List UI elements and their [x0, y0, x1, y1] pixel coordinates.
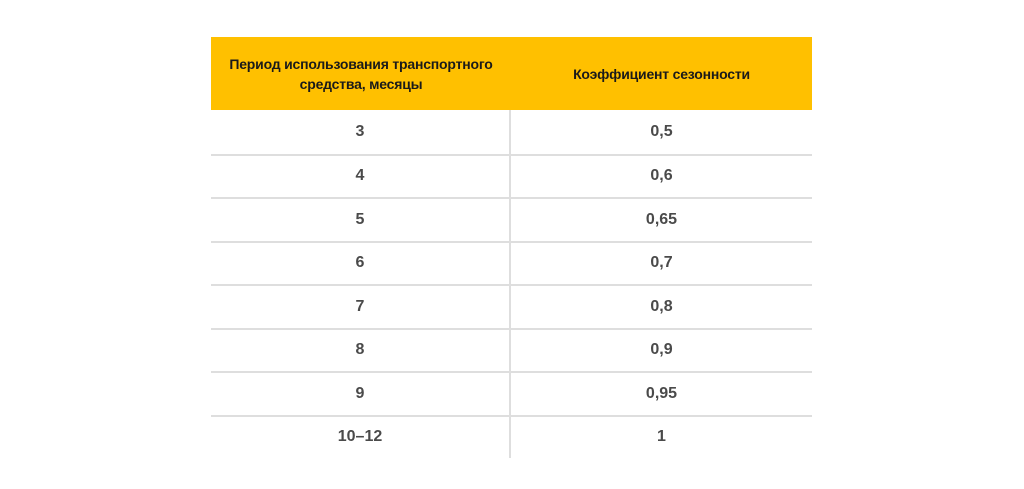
- table-row: 6 0,7: [211, 240, 812, 284]
- header-period: Период использования транспортного средс…: [229, 55, 493, 92]
- coefficient-cell: 0,8: [650, 297, 673, 315]
- period-cell: 8: [211, 329, 511, 371]
- period-cell: 3: [211, 110, 511, 154]
- table-row: 10–12 1: [211, 414, 812, 458]
- table-row: 4 0,6: [211, 153, 812, 197]
- coefficient-cell: 0,65: [645, 210, 678, 228]
- table-row: 8 0,9: [211, 327, 812, 371]
- coefficient-cell: 0,5: [650, 122, 673, 140]
- table-row: 7 0,8: [211, 284, 812, 328]
- table-row: 9 0,95: [211, 371, 812, 415]
- coefficient-cell: 1: [657, 428, 666, 446]
- period-cell: 6: [211, 242, 511, 284]
- coefficient-cell: 0,6: [650, 167, 673, 185]
- period-cell: 9: [211, 373, 511, 415]
- table-header: Период использования транспортного средс…: [211, 37, 812, 110]
- header-coefficient: Коэффициент сезонности: [573, 65, 750, 82]
- table-row: 5 0,65: [211, 197, 812, 241]
- table-body: 3 0,5 4 0,6 5 0,65 6 0,7 7 0,8 8 0,9 9 0,95 10–12 1: [211, 110, 812, 458]
- period-cell: 10–12: [211, 416, 511, 458]
- period-cell: 7: [211, 286, 511, 328]
- table-row: 3 0,5: [211, 110, 812, 154]
- seasonality-table: Период использования транспортного средс…: [211, 37, 812, 458]
- coefficient-cell: 0,9: [650, 341, 673, 359]
- period-cell: 5: [211, 199, 511, 241]
- coefficient-cell: 0,7: [650, 254, 673, 272]
- coefficient-cell: 0,95: [645, 384, 678, 402]
- period-cell: 4: [211, 155, 511, 197]
